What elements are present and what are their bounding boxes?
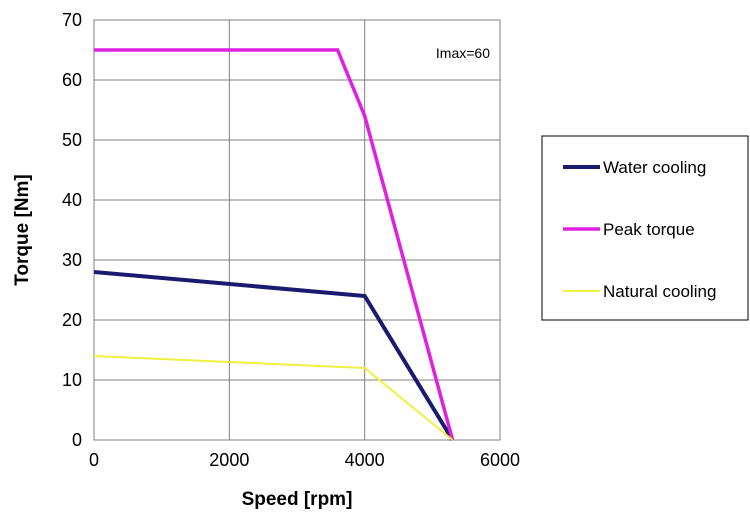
legend-label-peak-torque: Peak torque: [603, 220, 695, 239]
series-line-water-cooling: [93, 270, 455, 442]
y-tick-label: 0: [72, 430, 82, 450]
series-line-natural-cooling: [93, 355, 454, 441]
legend-label-natural-cooling: Natural cooling: [603, 282, 716, 301]
legend-label-water-cooling: Water cooling: [603, 158, 706, 177]
y-tick-label: 40: [62, 190, 82, 210]
x-tick-label: 6000: [480, 450, 520, 470]
y-tick-label: 70: [62, 10, 82, 30]
grid: [93, 19, 501, 441]
y-tick-label: 30: [62, 250, 82, 270]
y-tick-label: 20: [62, 310, 82, 330]
x-axis-title: Speed [rpm]: [242, 489, 353, 510]
y-tick-label: 10: [62, 370, 82, 390]
x-tick-label: 4000: [345, 450, 385, 470]
y-axis-title: Torque [Nm]: [12, 174, 33, 286]
y-tick-label: 50: [62, 130, 82, 150]
tick-labels: 0 10 20 30 40 50 60 70 0 2000 4000 6000: [62, 10, 520, 470]
series-line-peak-torque: [94, 48, 455, 441]
series-lines: [93, 48, 455, 442]
y-tick-label: 60: [62, 70, 82, 90]
legend: Water cooling Peak torque Natural cooling: [541, 135, 749, 321]
x-tick-label: 2000: [209, 450, 249, 470]
x-tick-label: 0: [89, 450, 99, 470]
annotation-imax: Imax=60: [436, 45, 490, 61]
plot-area: [93, 19, 501, 441]
